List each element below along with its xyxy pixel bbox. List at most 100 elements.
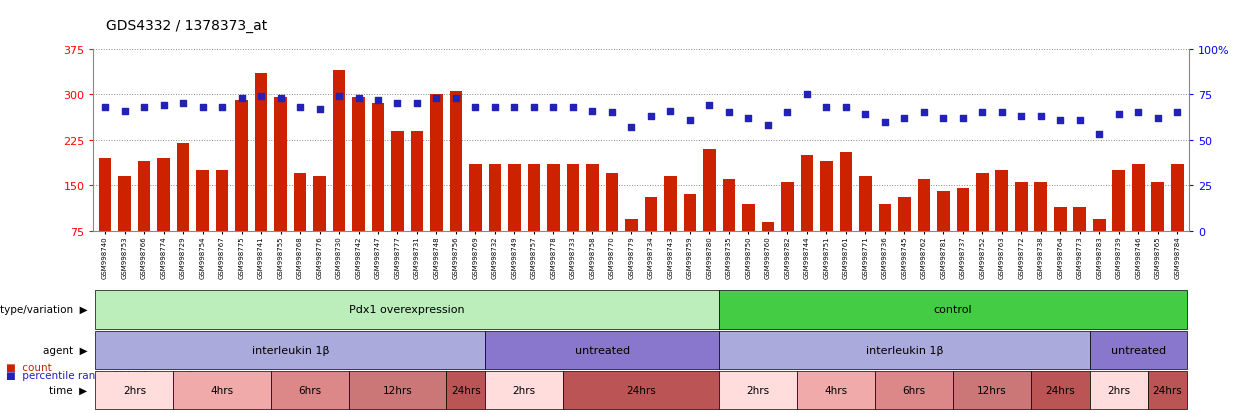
- Text: 2hrs: 2hrs: [123, 385, 146, 395]
- Point: [212, 104, 232, 111]
- Bar: [722, 180, 736, 277]
- Point: [1031, 114, 1051, 120]
- Point: [738, 115, 758, 122]
- Point: [387, 101, 407, 107]
- Point: [972, 110, 992, 116]
- Point: [1051, 117, 1071, 124]
- Point: [875, 119, 895, 126]
- Point: [349, 95, 369, 102]
- Point: [835, 104, 855, 111]
- Bar: [1152, 183, 1164, 277]
- Bar: [332, 71, 345, 277]
- Point: [1089, 132, 1109, 138]
- Bar: [411, 131, 423, 277]
- Bar: [781, 183, 794, 277]
- Text: 2hrs: 2hrs: [513, 385, 535, 395]
- Point: [914, 110, 934, 116]
- Point: [407, 101, 427, 107]
- Text: agent  ▶: agent ▶: [42, 345, 87, 355]
- Bar: [118, 177, 131, 277]
- Point: [115, 108, 134, 115]
- Text: 2hrs: 2hrs: [1107, 385, 1130, 395]
- Point: [251, 93, 271, 100]
- Point: [544, 104, 564, 111]
- Bar: [508, 165, 520, 277]
- Bar: [1132, 165, 1144, 277]
- Text: interleukin 1β: interleukin 1β: [251, 345, 329, 355]
- Bar: [488, 165, 502, 277]
- Bar: [664, 177, 677, 277]
- Point: [504, 104, 524, 111]
- Point: [1109, 112, 1129, 118]
- Bar: [625, 219, 637, 277]
- Bar: [703, 150, 716, 277]
- Point: [369, 97, 388, 104]
- Point: [193, 104, 213, 111]
- Bar: [1172, 165, 1184, 277]
- Point: [680, 117, 700, 124]
- Point: [934, 115, 954, 122]
- Bar: [820, 161, 833, 277]
- Text: GDS4332 / 1378373_at: GDS4332 / 1378373_at: [106, 19, 268, 33]
- Bar: [859, 177, 872, 277]
- Text: 24hrs: 24hrs: [626, 385, 656, 395]
- Bar: [1035, 183, 1047, 277]
- Point: [777, 110, 797, 116]
- Point: [1069, 117, 1089, 124]
- Text: ■  percentile rank within the sample: ■ percentile rank within the sample: [6, 370, 198, 380]
- Point: [232, 95, 251, 102]
- Point: [466, 104, 486, 111]
- Text: 6hrs: 6hrs: [299, 385, 321, 395]
- Bar: [605, 174, 619, 277]
- Text: 4hrs: 4hrs: [824, 385, 848, 395]
- Bar: [138, 161, 151, 277]
- Point: [758, 123, 778, 129]
- Point: [718, 110, 738, 116]
- Text: genotype/variation  ▶: genotype/variation ▶: [0, 305, 87, 315]
- Text: 4hrs: 4hrs: [210, 385, 234, 395]
- Point: [524, 104, 544, 111]
- Bar: [566, 165, 579, 277]
- Point: [894, 115, 914, 122]
- Text: untreated: untreated: [575, 345, 630, 355]
- Point: [486, 104, 505, 111]
- Bar: [469, 165, 482, 277]
- Text: time  ▶: time ▶: [49, 385, 87, 395]
- Text: 12hrs: 12hrs: [977, 385, 1007, 395]
- Bar: [801, 156, 813, 277]
- Point: [952, 115, 972, 122]
- Point: [603, 110, 622, 116]
- Bar: [839, 152, 853, 277]
- Bar: [430, 95, 443, 277]
- Bar: [314, 177, 326, 277]
- Point: [1168, 110, 1188, 116]
- Bar: [197, 171, 209, 277]
- Point: [641, 114, 661, 120]
- Point: [700, 102, 720, 109]
- Point: [563, 104, 583, 111]
- Bar: [294, 174, 306, 277]
- Bar: [762, 222, 774, 277]
- Text: 6hrs: 6hrs: [903, 385, 926, 395]
- Bar: [1015, 183, 1027, 277]
- Bar: [255, 74, 268, 277]
- Bar: [976, 174, 989, 277]
- Point: [660, 108, 680, 115]
- Bar: [352, 98, 365, 277]
- Bar: [274, 98, 286, 277]
- Point: [134, 104, 154, 111]
- Point: [95, 104, 115, 111]
- Bar: [937, 192, 950, 277]
- Bar: [215, 171, 228, 277]
- Bar: [1093, 219, 1106, 277]
- Bar: [528, 165, 540, 277]
- Text: ■  count: ■ count: [6, 362, 52, 372]
- Bar: [879, 204, 891, 277]
- Bar: [235, 101, 248, 277]
- Bar: [956, 189, 969, 277]
- Text: untreated: untreated: [1111, 345, 1165, 355]
- Point: [153, 102, 173, 109]
- Point: [427, 95, 447, 102]
- Bar: [1113, 171, 1125, 277]
- Bar: [449, 92, 462, 277]
